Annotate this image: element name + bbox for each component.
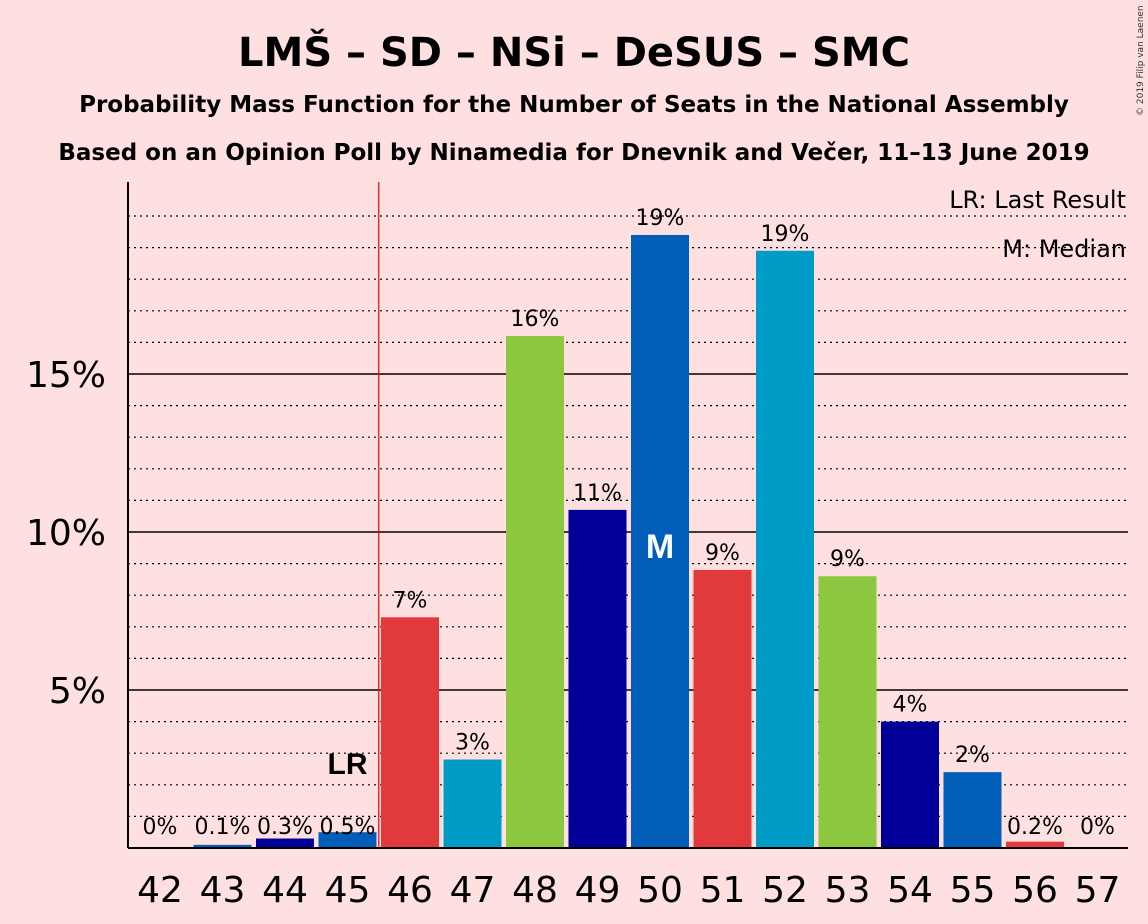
bar: [443, 759, 502, 848]
bars: [193, 234, 1064, 848]
chart-subtitle-2: Based on an Opinion Poll by Ninamedia fo…: [58, 140, 1089, 166]
bar: [693, 569, 752, 848]
bar: [193, 844, 252, 848]
y-tick-label: 10%: [26, 513, 106, 554]
last-result-marker: LR: [328, 748, 368, 781]
bar: [818, 576, 877, 848]
x-tick-label: 50: [637, 870, 683, 911]
data-label: 16%: [511, 307, 560, 332]
bar: [756, 250, 814, 848]
median-marker: M: [646, 528, 674, 566]
data-label: 3%: [455, 731, 490, 756]
data-label: 9%: [705, 541, 740, 566]
data-label: 0%: [1080, 815, 1115, 840]
chart-subtitle-1: Probability Mass Function for the Number…: [79, 92, 1069, 118]
x-tick-label: 54: [887, 870, 933, 911]
data-label: 4%: [893, 693, 928, 718]
data-label: 19%: [761, 222, 810, 247]
bar: [506, 336, 564, 848]
y-tick-label: 5%: [49, 671, 106, 712]
legend-median: M: Median: [1002, 235, 1126, 263]
bar: [631, 234, 689, 848]
chart-title: LMŠ – SD – NSi – DeSUS – SMC: [238, 28, 910, 76]
data-label: 7%: [393, 588, 428, 613]
x-tick-label: 57: [1075, 870, 1121, 911]
data-label: 0.2%: [1007, 815, 1063, 840]
x-tick-label: 52: [762, 870, 808, 911]
bar: [943, 772, 1002, 848]
y-tick-labels: 5% 10% 15%: [26, 355, 106, 712]
y-tick-label: 15%: [26, 355, 106, 396]
bar: [318, 832, 377, 848]
bar: [881, 721, 939, 848]
bar: [381, 617, 439, 848]
grid-lines: [128, 215, 1128, 818]
x-tick-label: 48: [512, 870, 558, 911]
x-tick-label: 45: [325, 870, 371, 911]
x-tick-label: 56: [1012, 870, 1058, 911]
copyright-notice: © 2019 Filip van Laenen: [1136, 5, 1146, 116]
data-label: 0%: [143, 815, 178, 840]
data-label: 11%: [573, 481, 622, 506]
x-tick-label: 42: [137, 870, 183, 911]
x-tick-label: 55: [950, 870, 996, 911]
x-tick-label: 46: [387, 870, 433, 911]
data-label: 0.1%: [195, 815, 251, 840]
legend-last-result: LR: Last Result: [949, 186, 1126, 214]
data-label: 0.5%: [320, 815, 376, 840]
x-tick-label: 44: [262, 870, 308, 911]
x-tick-label: 43: [200, 870, 246, 911]
data-label: 0.3%: [257, 815, 313, 840]
x-tick-label: 49: [575, 870, 621, 911]
bar: [1006, 841, 1064, 848]
x-tick-label: 51: [700, 870, 746, 911]
bar-labels: 0% 0.1% 0.3% 0.5% 7% 3% 16% 11% 19% 9% 19% 9% 4% 2% 0.…: [143, 206, 1115, 840]
bar: [568, 509, 627, 848]
x-tick-label: 47: [450, 870, 496, 911]
x-tick-label: 53: [825, 870, 871, 911]
x-tick-labels: 42 43 44 45 46 47 48 49 50 51 52 53 54 55 56 57: [137, 870, 1120, 911]
data-label: 2%: [955, 743, 990, 768]
bar: [256, 838, 314, 848]
data-label: 9%: [830, 547, 865, 572]
data-label: 19%: [636, 206, 685, 231]
